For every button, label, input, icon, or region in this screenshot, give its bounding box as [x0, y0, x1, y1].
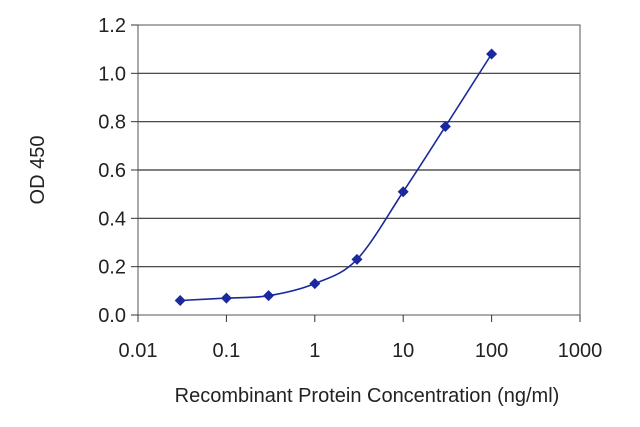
y-tick-label: 1.0 [98, 63, 126, 85]
grid-lines [138, 72, 580, 268]
x-tick-label: 10 [392, 340, 414, 362]
y-tick-label: 0.6 [98, 160, 126, 182]
x-tick-label: 0.1 [212, 340, 240, 362]
y-tick-label: 0.2 [98, 257, 126, 279]
data-point-marker [351, 253, 363, 265]
y-tick-label: 0.0 [98, 305, 126, 327]
x-tick-label: 100 [475, 340, 508, 362]
x-tick-label: 0.01 [119, 340, 158, 362]
x-tick-label: 1 [309, 340, 320, 362]
x-axis-title: Recombinant Protein Concentration (ng/ml… [175, 385, 560, 407]
data-point-marker [220, 292, 232, 304]
data-point-marker [397, 186, 409, 198]
data-point-marker [263, 290, 275, 302]
data-point-marker [309, 278, 321, 290]
data-point-marker [486, 48, 498, 60]
y-tick-label: 1.2 [98, 15, 126, 37]
series-line [180, 53, 493, 302]
y-tick-label: 0.4 [98, 208, 126, 230]
series-od450 [174, 48, 498, 306]
x-tick-label: 1000 [558, 340, 603, 362]
data-point-marker [439, 121, 451, 132]
y-tick-label: 0.8 [98, 112, 126, 134]
axes: 0.0 0.2 0.4 0.6 0.8 1.0 1.2 0.01 0.1 1 10 100 1000 [98, 15, 602, 362]
y-axis-title: OD 450 [27, 136, 49, 205]
data-point-marker [174, 295, 186, 306]
